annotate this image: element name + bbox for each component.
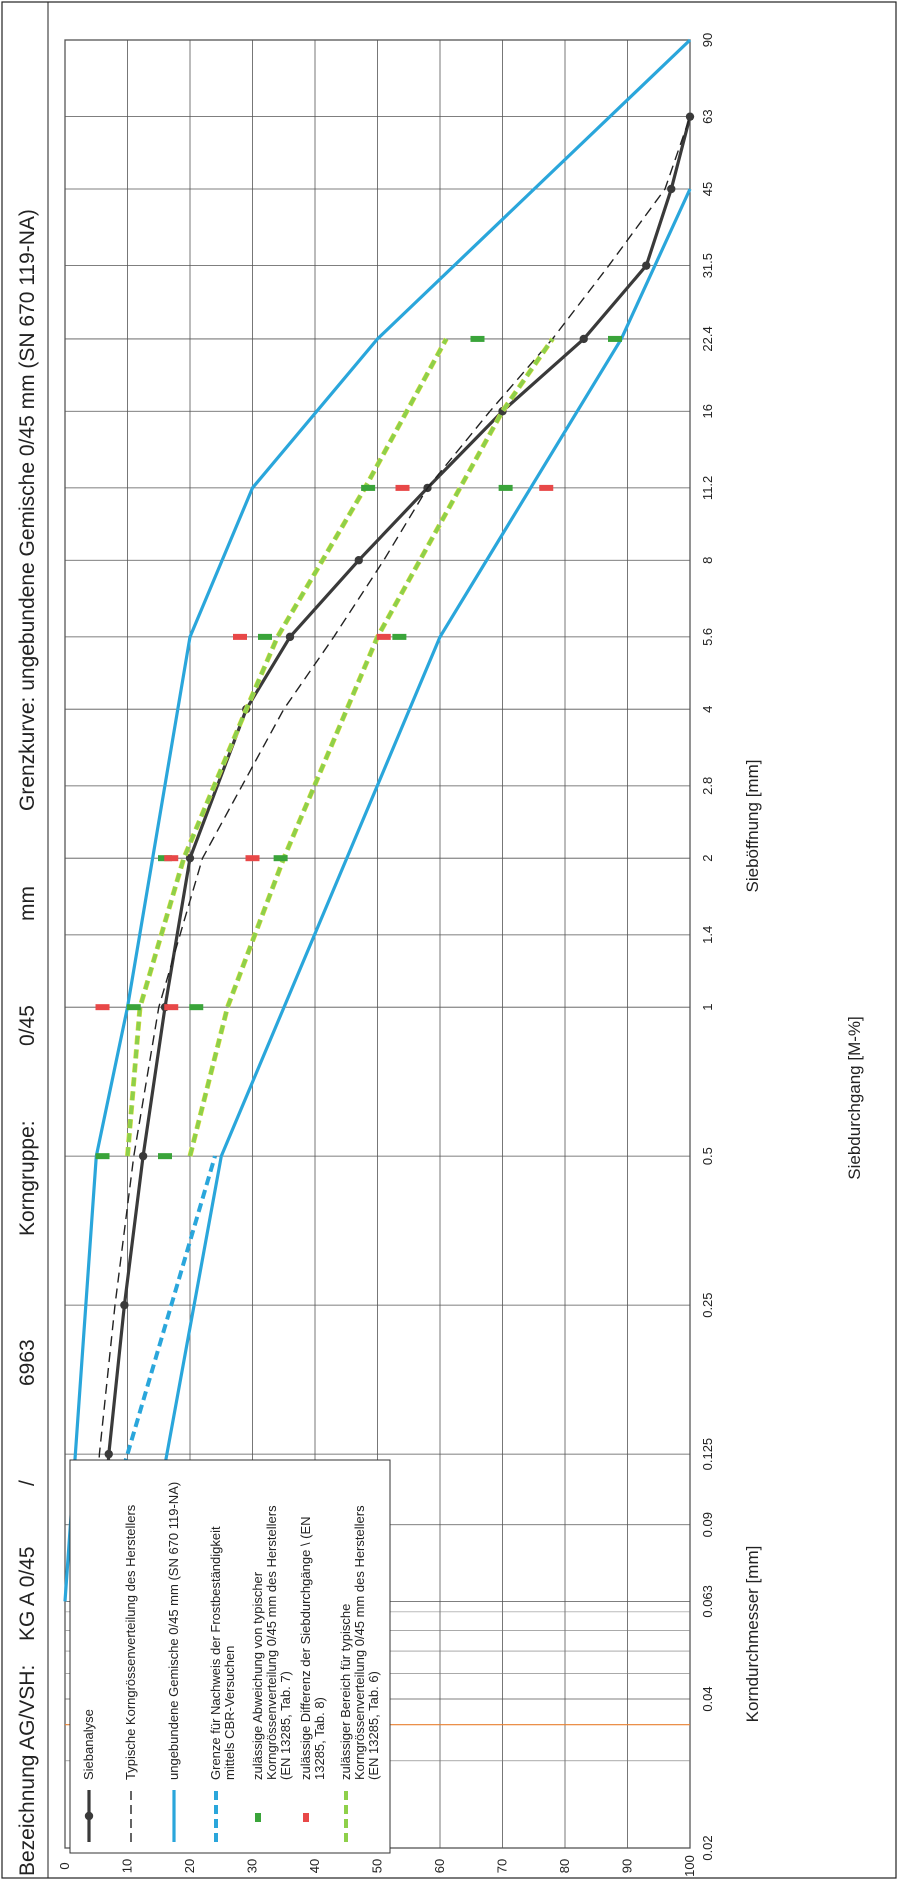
x-tick-label: 4 <box>700 706 715 713</box>
y-tick-label: 40 <box>307 1859 322 1873</box>
tolerance-marker-green <box>361 484 376 491</box>
tolerance-markers <box>95 335 622 1160</box>
x-tick-label: 11.2 <box>700 476 715 500</box>
x-tick-label: 0.5 <box>700 1147 715 1165</box>
tolerance-marker-green <box>189 1004 204 1011</box>
series-point <box>185 853 195 863</box>
x-tick-label: 8 <box>700 557 715 564</box>
series-point <box>685 112 695 121</box>
x-tick-label: 0.04 <box>700 1686 715 1711</box>
y-tick-label: 100 <box>682 1855 697 1877</box>
legend-label: zulässiger Bereich für typischeKorngröss… <box>338 1505 381 1780</box>
legend-box <box>69 1459 391 1854</box>
header-number: 6963 <box>16 1339 39 1386</box>
legend-label: Grenze für Nachweis der Frostbeständigke… <box>208 1526 237 1780</box>
tolerance-marker-red <box>164 1004 179 1011</box>
tolerance-marker-green <box>470 335 485 342</box>
x-tick-label: 0.25 <box>700 1292 715 1317</box>
header-grenzkurve: Grenzkurve: ungebundene Gemische 0/45 mm… <box>16 209 39 811</box>
series-point <box>642 261 651 270</box>
x-tick-label: 0.125 <box>700 1438 715 1471</box>
y-tick-label: 0 <box>57 1862 72 1869</box>
y-tick-label: 90 <box>620 1859 635 1873</box>
series-point <box>667 184 676 194</box>
tolerance-marker-green <box>158 1153 172 1160</box>
series-line <box>188 337 555 1157</box>
tolerance-marker-red <box>376 633 391 640</box>
x-axis-title-bottom: Sieböffnung [mm] <box>743 760 762 893</box>
series-point <box>104 1449 113 1459</box>
y-tick-label: 50 <box>370 1859 385 1873</box>
legend-swatch-point <box>84 1811 94 1821</box>
header-separator: / <box>16 1480 39 1486</box>
legend-label: Typische Korngrössenverteilung des Herst… <box>123 1504 138 1780</box>
x-tick-label: 0.02 <box>700 1835 715 1860</box>
y-tick-label: 30 <box>245 1859 260 1873</box>
series-point <box>354 556 363 565</box>
tolerance-marker-green <box>95 1153 110 1160</box>
tolerance-marker-red <box>95 1004 110 1011</box>
legend-label: zulässige Differenz der Siebdurchgänge \… <box>298 1516 327 1780</box>
tolerance-marker-green <box>126 1004 141 1011</box>
y-tick-label: 20 <box>182 1859 197 1873</box>
header-korngruppe: 0/45 <box>16 1005 39 1046</box>
x-tick-label: 2 <box>700 855 715 862</box>
tolerance-marker-red <box>164 855 179 862</box>
x-tick-label: 31.5 <box>700 253 715 278</box>
tolerance-marker-red <box>245 855 260 862</box>
x-tick-label: 63 <box>700 109 715 123</box>
header: Bezeichnung AG/VSH: KG A 0/45 / 6963 Kor… <box>16 209 39 1876</box>
header-unit: mm <box>16 886 39 921</box>
series-point <box>138 1151 148 1161</box>
legend-label: ungebundene Gemische 0/45 mm (SN 670 119… <box>166 1482 181 1780</box>
y-tick-label: 60 <box>432 1859 447 1873</box>
legend-label: zulässige Abweichung von typischerKorngr… <box>250 1505 293 1780</box>
x-tick-label: 90 <box>700 33 715 47</box>
x-tick-label: 0.09 <box>700 1512 715 1537</box>
tolerance-marker-green <box>258 633 272 640</box>
tolerance-marker-red <box>395 484 410 491</box>
series-point <box>579 334 588 344</box>
x-tick-label: 22.4 <box>700 326 715 351</box>
y-tick-label: 70 <box>495 1859 510 1873</box>
header-label-korngruppe: Korngruppe: <box>16 1120 39 1236</box>
legend-swatch-tick <box>303 1813 309 1822</box>
legend-label: Siebanalyse <box>81 1709 96 1780</box>
tolerance-marker-green <box>608 335 622 342</box>
x-tick-label: 0.063 <box>700 1585 715 1618</box>
x-tick-label: 1.4 <box>700 926 715 944</box>
y-tick-label: 80 <box>557 1859 572 1873</box>
series-point <box>285 632 295 642</box>
legend-swatch-tick <box>255 1813 261 1822</box>
y-tick-label: 10 <box>120 1859 135 1873</box>
tolerance-marker-green <box>392 633 407 640</box>
series-line <box>92 116 691 1602</box>
x-tick-label: 1 <box>700 1004 715 1011</box>
x-tick-label: 5.6 <box>700 628 715 646</box>
x-tick-label: 45 <box>700 182 715 196</box>
x-axis-title-top: Korndurchmesser [mm] <box>743 1546 762 1723</box>
tolerance-marker-green <box>498 484 513 491</box>
tolerance-marker-red <box>539 484 554 491</box>
header-designation: KG A 0/45 <box>16 1546 39 1641</box>
tolerance-marker-green <box>273 855 288 862</box>
header-label-bezeichnung: Bezeichnung AG/VSH: <box>16 1665 39 1876</box>
y-axis-title: Siebdurchgang [M-%] <box>845 1016 864 1179</box>
x-tick-label: 16 <box>700 404 715 418</box>
series-point <box>120 1300 129 1310</box>
legend: Siebanalyse Typische Korngrössenverteilun… <box>69 1459 391 1854</box>
tolerance-marker-red <box>233 633 247 640</box>
x-tick-label: 2.8 <box>700 777 715 795</box>
series-line <box>138 188 692 1602</box>
